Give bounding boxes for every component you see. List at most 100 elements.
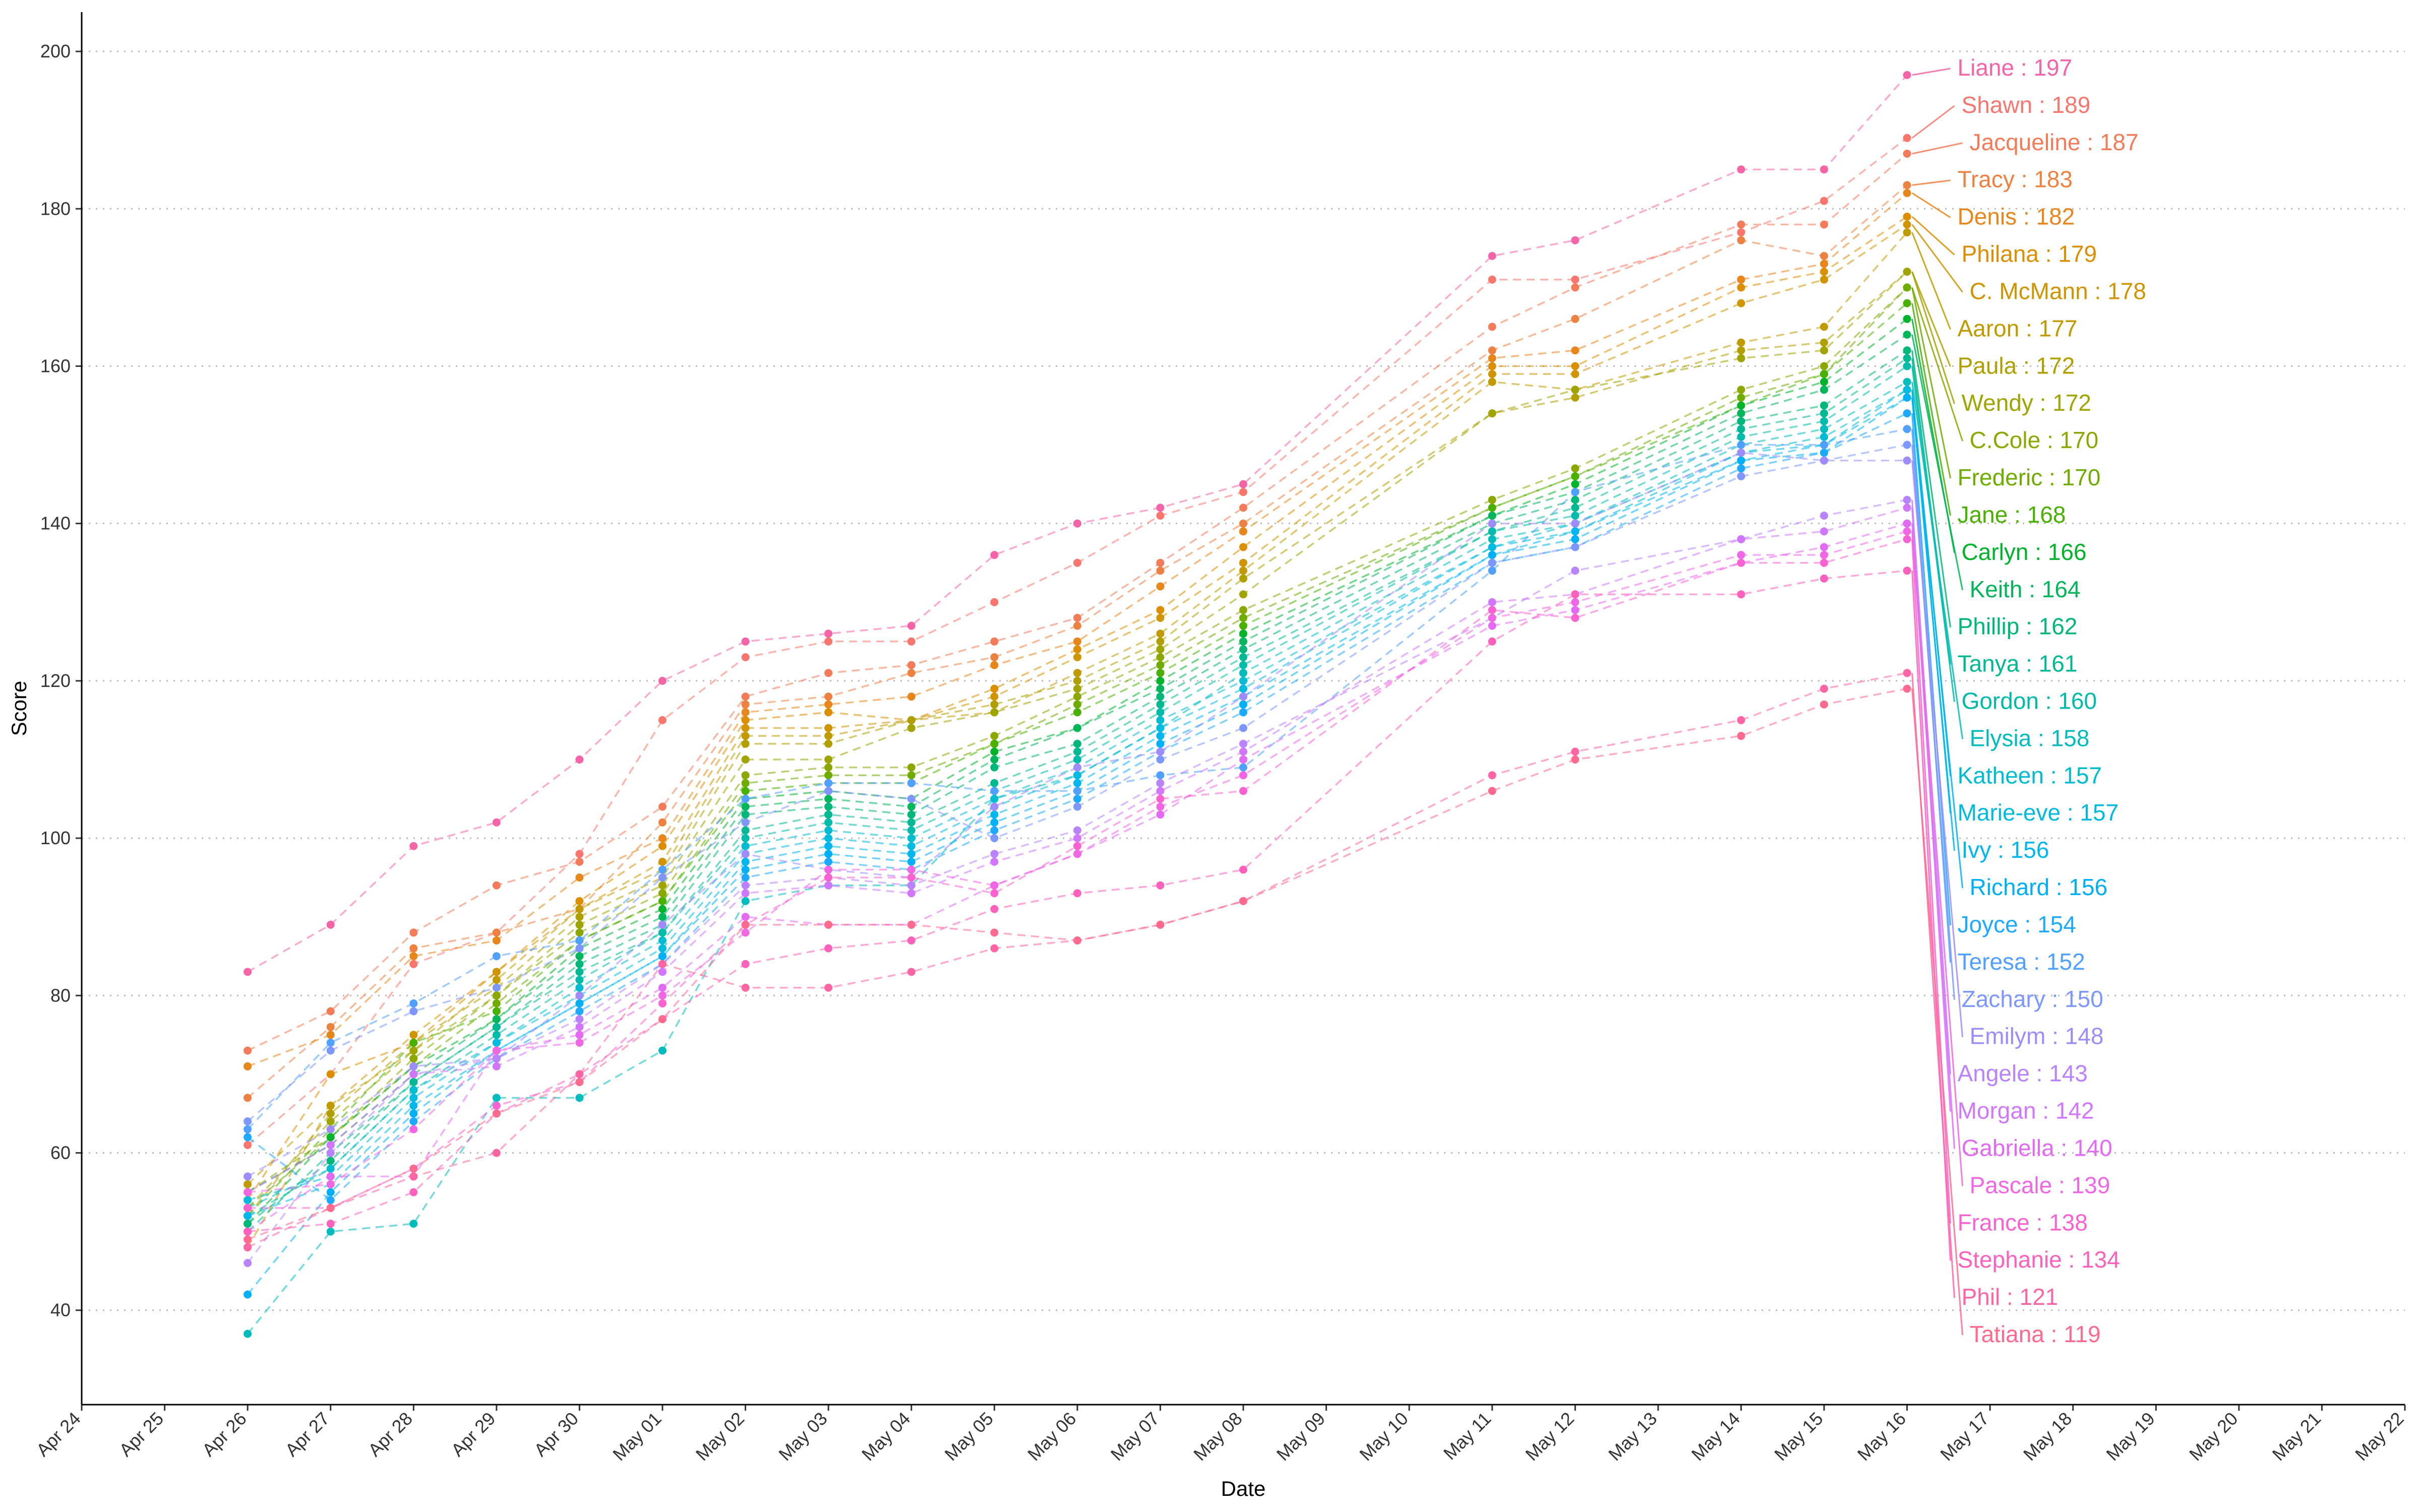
data-point — [1820, 338, 1828, 347]
data-point — [824, 629, 833, 638]
data-point — [907, 881, 916, 890]
data-point — [1737, 338, 1745, 347]
data-point — [1903, 527, 1911, 536]
data-point — [1156, 732, 1165, 740]
data-point — [492, 1007, 501, 1016]
data-point — [1073, 637, 1081, 646]
data-point — [409, 1094, 418, 1102]
data-point — [1903, 283, 1911, 292]
data-point — [990, 818, 999, 827]
data-point — [907, 873, 916, 882]
data-point — [824, 763, 833, 772]
data-point — [409, 1109, 418, 1118]
data-point — [824, 873, 833, 882]
data-point — [1903, 354, 1911, 362]
data-point — [1073, 676, 1081, 685]
y-tick-label: 160 — [40, 355, 71, 376]
data-point — [1156, 739, 1165, 748]
label-leader-line — [1912, 68, 1951, 76]
data-point — [1073, 669, 1081, 677]
data-point — [1239, 684, 1247, 693]
data-point — [741, 960, 750, 968]
data-point — [1073, 787, 1081, 795]
data-point — [326, 1031, 335, 1039]
data-point — [1488, 527, 1496, 536]
data-point — [1820, 362, 1828, 370]
series-end-label: Carlyn : 166 — [1962, 539, 2087, 565]
data-point — [1820, 370, 1828, 379]
data-point — [575, 850, 584, 858]
data-point — [326, 1188, 335, 1196]
data-point — [1073, 739, 1081, 748]
data-point — [1737, 283, 1745, 292]
label-leader-line — [1911, 397, 1964, 889]
data-point — [1737, 449, 1745, 457]
label-leader-line — [1911, 460, 1964, 1037]
data-point — [907, 936, 916, 944]
data-point — [244, 1204, 252, 1212]
data-point — [1820, 558, 1828, 567]
data-point — [1156, 795, 1165, 803]
data-point — [1571, 472, 1580, 480]
data-point — [1073, 708, 1081, 717]
data-point — [1156, 810, 1165, 819]
data-point — [1737, 401, 1745, 410]
data-point — [1903, 134, 1911, 142]
data-point — [1239, 787, 1247, 795]
data-point — [990, 944, 999, 953]
data-point — [492, 1015, 501, 1024]
data-point — [1820, 323, 1828, 331]
data-point — [492, 968, 501, 976]
data-point — [1903, 503, 1911, 512]
data-point — [990, 779, 999, 787]
data-point — [1820, 512, 1828, 520]
data-point — [1903, 346, 1911, 355]
data-point — [1073, 614, 1081, 622]
label-leader-line — [1911, 287, 1952, 479]
data-point — [990, 684, 999, 693]
data-point — [907, 779, 916, 787]
data-point — [1571, 314, 1580, 323]
data-point — [741, 708, 750, 717]
data-point — [824, 732, 833, 740]
data-point — [1820, 700, 1828, 709]
data-point — [1156, 566, 1165, 575]
data-point — [1073, 826, 1081, 835]
data-point — [575, 1007, 584, 1016]
data-point — [1156, 512, 1165, 520]
data-point — [1073, 519, 1081, 528]
data-point — [409, 1062, 418, 1070]
series-line — [247, 687, 1907, 1240]
series-line — [247, 318, 1908, 1225]
data-point — [1820, 197, 1828, 205]
data-point — [1820, 432, 1828, 441]
label-leader-line — [1911, 216, 1955, 256]
data-point — [1239, 488, 1247, 496]
data-point — [1239, 606, 1247, 614]
data-point — [907, 621, 916, 630]
series-end-label: Ivy : 156 — [1962, 837, 2049, 863]
data-point — [575, 857, 584, 866]
data-point — [1571, 362, 1580, 370]
data-point — [1156, 606, 1165, 614]
data-point — [1239, 763, 1247, 772]
series-line — [247, 153, 1908, 1052]
data-point — [244, 1188, 252, 1196]
data-point — [1239, 543, 1247, 551]
data-point — [575, 1070, 584, 1079]
data-point — [244, 1196, 252, 1205]
data-point — [741, 834, 750, 843]
label-leader-line — [1911, 105, 1955, 139]
data-point — [244, 1212, 252, 1220]
data-point — [1239, 590, 1247, 599]
series-line — [247, 271, 1908, 1209]
data-point — [1737, 535, 1745, 543]
data-point — [658, 889, 667, 898]
data-point — [575, 976, 584, 984]
data-point — [1239, 527, 1247, 536]
series-end-label: Morgan : 142 — [1958, 1098, 2094, 1124]
data-point — [1571, 503, 1580, 512]
data-point — [1903, 409, 1911, 418]
data-point — [575, 1078, 584, 1086]
data-point — [1737, 165, 1745, 174]
